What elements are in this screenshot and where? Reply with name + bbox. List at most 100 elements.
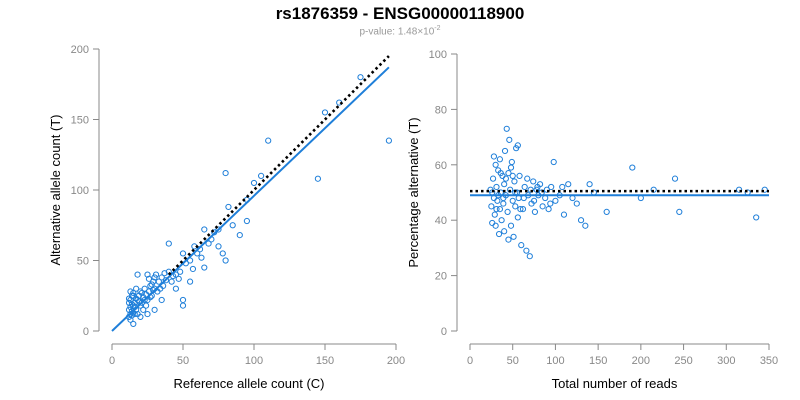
data-point — [201, 226, 208, 233]
data-point — [236, 232, 243, 239]
data-point — [145, 275, 153, 282]
data-point — [141, 285, 148, 292]
x-tick-label: 200 — [632, 355, 650, 367]
data-point — [205, 240, 212, 247]
y-tick-label: 0 — [441, 326, 447, 338]
data-point — [753, 214, 760, 221]
data-point — [531, 208, 539, 215]
y-tick-label: 100 — [429, 49, 447, 61]
data-point — [140, 306, 147, 313]
data-point — [189, 265, 197, 273]
data-point — [504, 208, 511, 215]
data-point — [127, 316, 134, 323]
data-point — [151, 306, 158, 313]
data-point — [603, 208, 610, 215]
data-point — [225, 203, 232, 211]
x-tick-label: 350 — [760, 355, 778, 367]
data-point — [573, 200, 580, 207]
subtitle-exponent: -2 — [434, 25, 441, 32]
x-tick-label: 0 — [467, 355, 473, 367]
data-point — [125, 295, 133, 302]
x-tick-label: 0 — [109, 355, 115, 367]
scatter-panel-percentage: 0 50 100 150 200 250 300 350 0 20 40 60 80 100 Total n… — [406, 49, 778, 391]
data-point — [552, 197, 559, 204]
data-point — [505, 236, 512, 243]
data-point — [130, 289, 137, 297]
data-point — [137, 288, 144, 295]
data-point — [545, 206, 552, 213]
data-point — [514, 214, 521, 221]
data-point — [177, 268, 184, 275]
data-point — [517, 206, 524, 213]
y-tick-label: 60 — [435, 160, 447, 172]
data-point — [510, 233, 517, 240]
y-axis-title: Alternative allele count (T) — [48, 114, 63, 265]
data-point — [550, 158, 557, 166]
y-tick-label: 20 — [435, 271, 447, 283]
data-point — [514, 142, 521, 149]
x-tick-label: 200 — [387, 355, 405, 367]
data-point — [179, 302, 187, 309]
x-tick-label: 150 — [589, 355, 607, 367]
data-point — [502, 175, 509, 182]
data-point — [488, 203, 495, 210]
data-point — [489, 175, 497, 182]
data-point — [179, 250, 187, 257]
data-point — [175, 275, 182, 282]
data-point — [158, 296, 165, 304]
data-point — [489, 219, 496, 227]
y-tick-label: 50 — [77, 256, 89, 268]
subtitle-times: ×10 — [417, 26, 435, 38]
data-point — [507, 164, 515, 171]
data-point — [530, 178, 537, 185]
data-point — [586, 181, 593, 188]
data-point — [493, 206, 500, 213]
data-point — [321, 109, 329, 116]
data-point — [496, 156, 503, 163]
data-point — [505, 170, 512, 177]
data-point — [676, 208, 683, 215]
data-point — [501, 147, 509, 155]
data-point — [548, 183, 555, 191]
y-tick-label: 80 — [435, 104, 447, 116]
data-point — [229, 222, 236, 229]
data-point — [577, 217, 585, 224]
data-point — [511, 178, 518, 185]
data-point — [534, 183, 541, 191]
data-point — [158, 274, 165, 281]
data-point — [187, 278, 194, 285]
data-point — [144, 310, 151, 318]
data-point — [142, 302, 150, 309]
data-point — [539, 203, 546, 210]
data-point — [524, 175, 531, 182]
data-point — [498, 217, 505, 224]
data-point — [385, 137, 392, 144]
chart-subtitle: p-value: 1.48×10-2 — [0, 25, 800, 37]
data-point — [141, 296, 148, 304]
data-point — [629, 164, 636, 171]
data-point — [501, 228, 508, 235]
y-tick-label: 150 — [71, 115, 89, 127]
data-point — [172, 285, 179, 292]
data-point — [543, 186, 550, 193]
data-point — [161, 270, 168, 277]
data-point — [198, 254, 205, 261]
data-point — [491, 211, 498, 218]
data-point — [507, 222, 515, 229]
data-point — [519, 206, 527, 213]
data-point — [509, 197, 516, 204]
data-point — [493, 183, 500, 191]
fit-line — [111, 66, 390, 332]
data-point — [492, 161, 499, 168]
data-point — [736, 186, 743, 193]
data-point — [559, 183, 566, 191]
x-tick-label: 250 — [674, 355, 692, 367]
data-point — [133, 295, 140, 302]
data-point — [496, 206, 503, 213]
chart-title: rs1876359 - ENSG00000118900 — [275, 4, 525, 23]
scatter-panel-allele-counts: 0 50 100 150 200 0 50 100 150 200 Reference allele… — [48, 44, 405, 391]
data-point — [492, 222, 499, 229]
data-point — [142, 291, 150, 298]
data-point — [487, 186, 494, 193]
data-point — [130, 320, 137, 328]
